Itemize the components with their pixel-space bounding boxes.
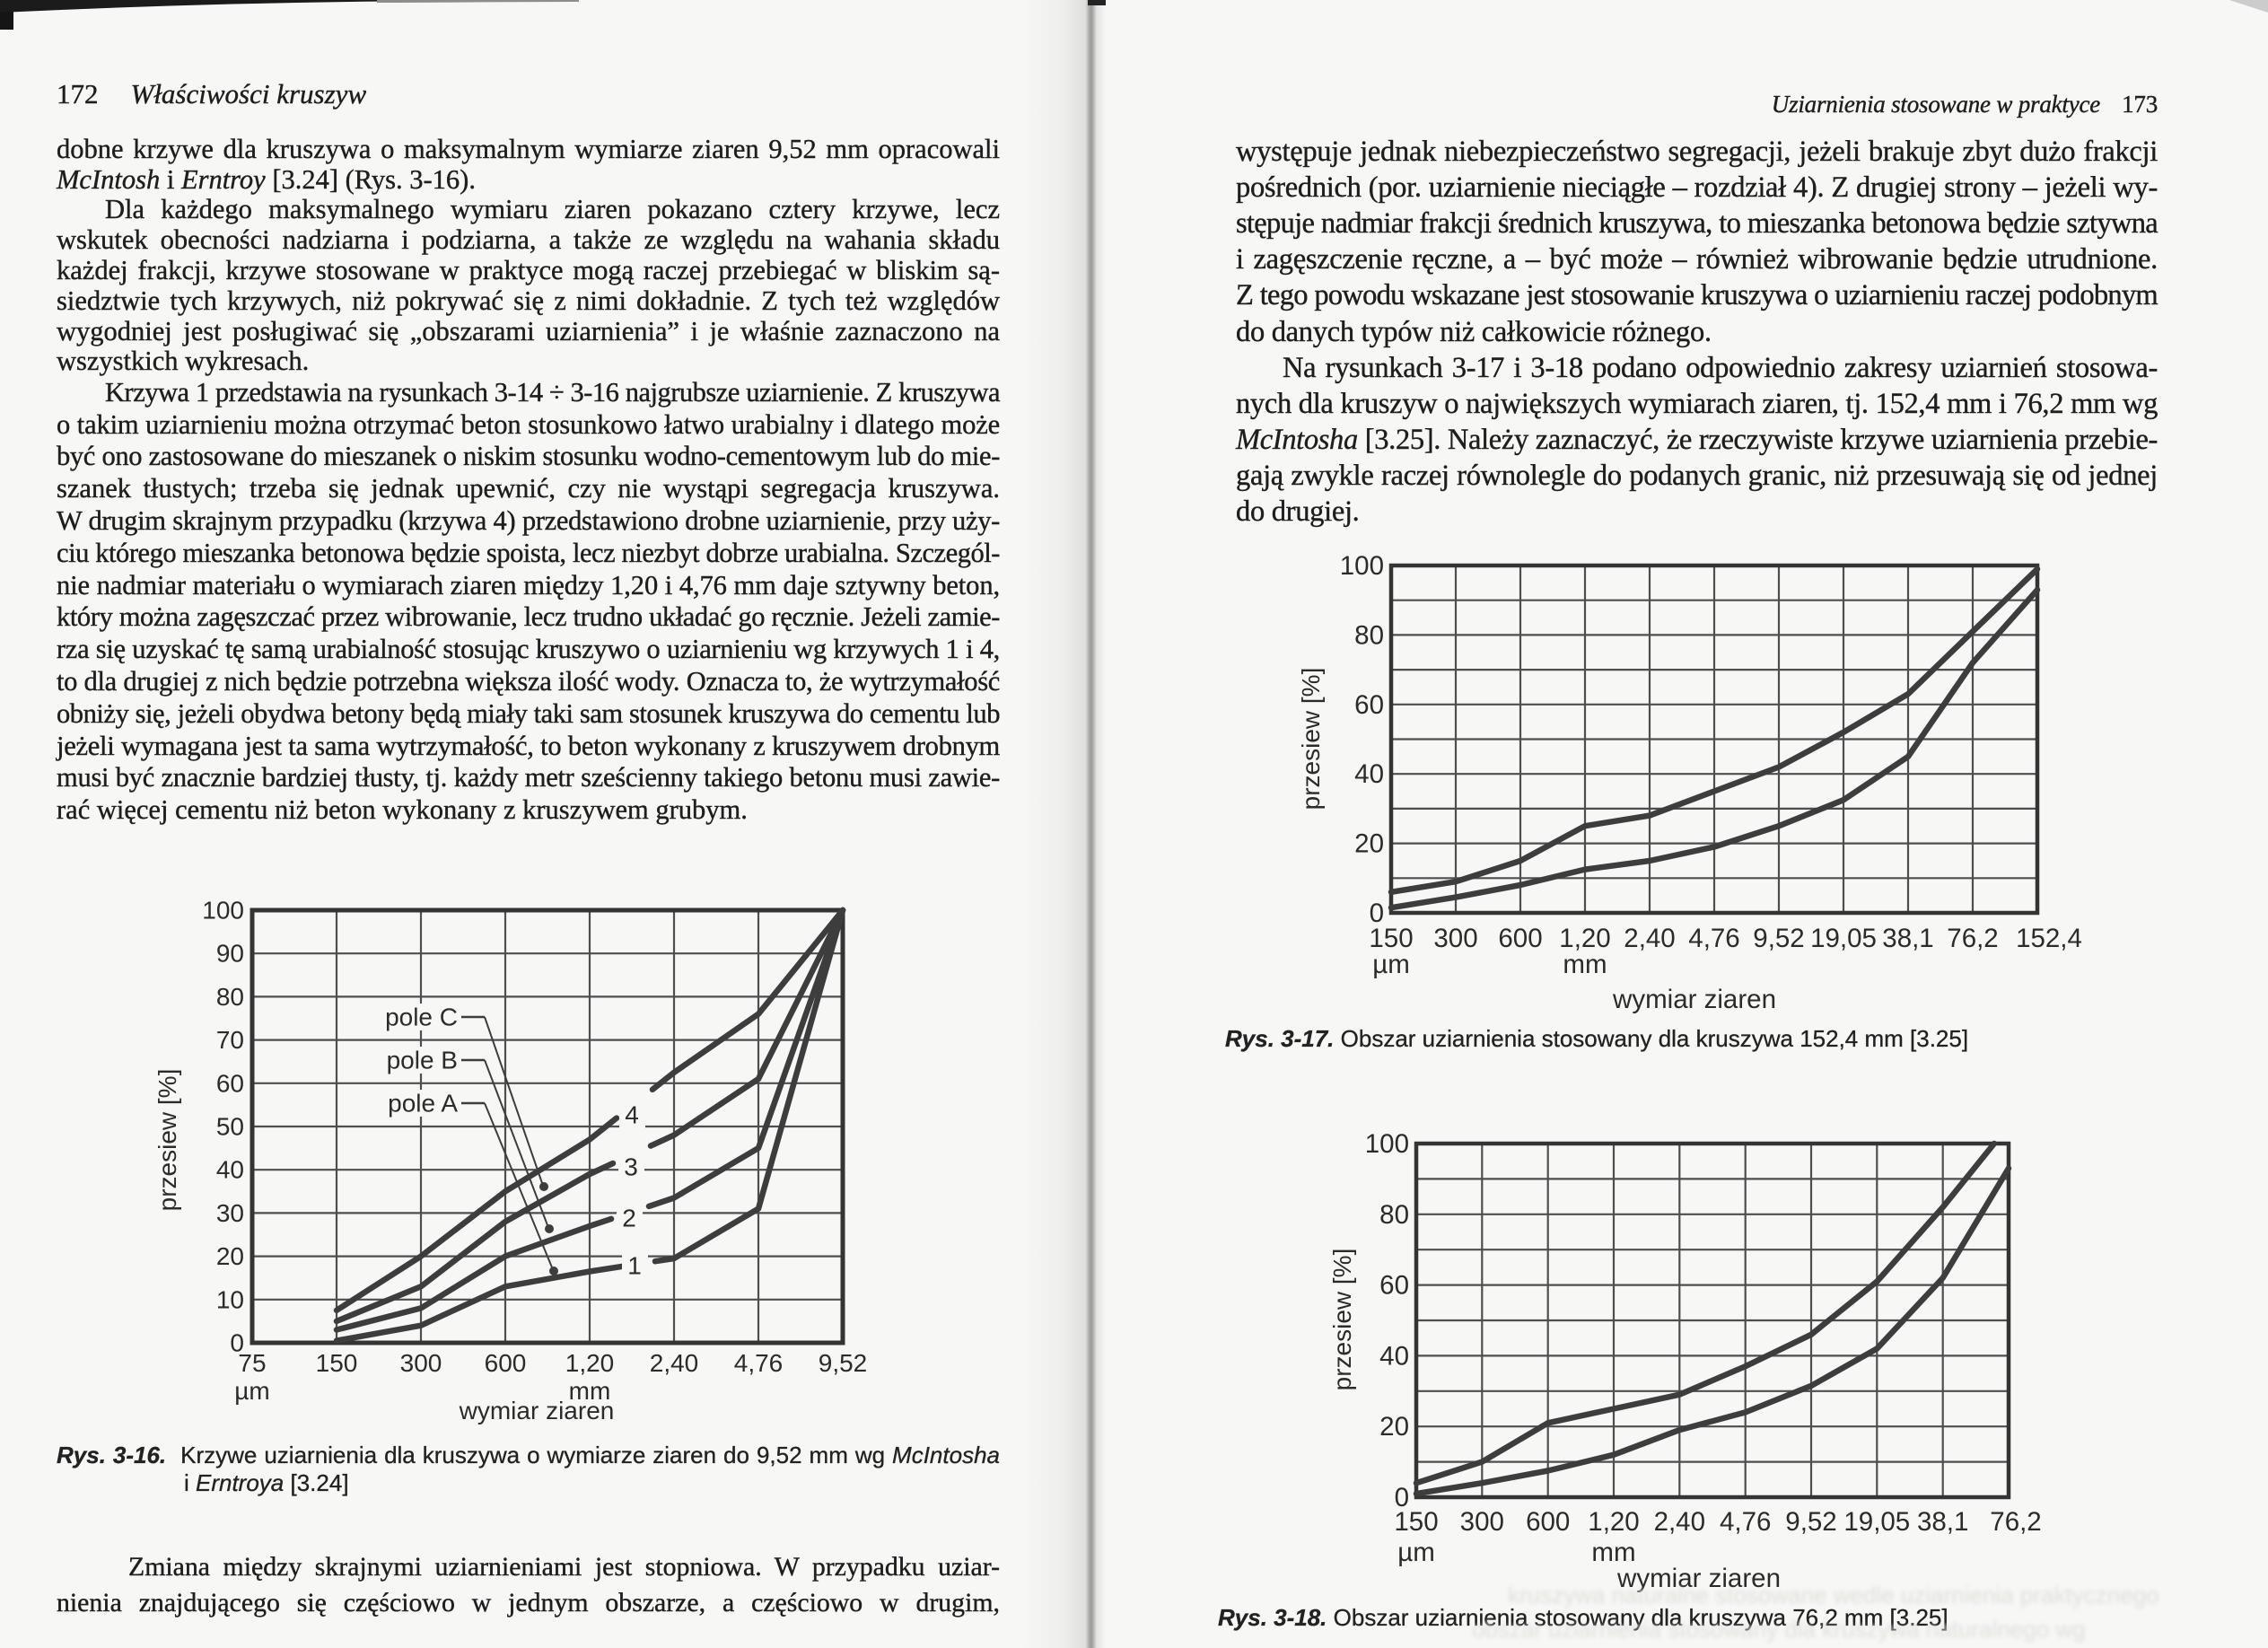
svg-text:38,1: 38,1 bbox=[1917, 1507, 1968, 1537]
svg-text:150: 150 bbox=[1369, 924, 1413, 953]
svg-text:19,05: 19,05 bbox=[1810, 924, 1877, 953]
svg-text:0: 0 bbox=[1370, 899, 1384, 928]
svg-text:300: 300 bbox=[400, 1349, 442, 1377]
svg-text:20: 20 bbox=[1379, 1412, 1409, 1442]
svg-text:9,52: 9,52 bbox=[819, 1349, 868, 1377]
svg-text:20: 20 bbox=[1354, 829, 1384, 859]
svg-text:150: 150 bbox=[1394, 1507, 1438, 1537]
svg-text:2,40: 2,40 bbox=[1654, 1507, 1705, 1537]
svg-text:38,1: 38,1 bbox=[1882, 924, 1933, 953]
svg-text:40: 40 bbox=[1379, 1341, 1409, 1371]
svg-text:60: 60 bbox=[1379, 1271, 1409, 1301]
svg-text:40: 40 bbox=[216, 1156, 244, 1184]
svg-text:300: 300 bbox=[1460, 1507, 1504, 1537]
svg-text:wymiar ziaren: wymiar ziaren bbox=[1616, 1564, 1781, 1593]
svg-text:0: 0 bbox=[230, 1329, 244, 1357]
svg-text:100: 100 bbox=[202, 897, 244, 925]
svg-text:19,05: 19,05 bbox=[1843, 1507, 1910, 1537]
svg-text:600: 600 bbox=[485, 1349, 527, 1377]
svg-text:2,40: 2,40 bbox=[650, 1349, 699, 1377]
svg-text:90: 90 bbox=[216, 940, 244, 968]
svg-text:30: 30 bbox=[216, 1199, 244, 1227]
svg-text:µm: µm bbox=[1397, 1538, 1435, 1567]
svg-text:µm: µm bbox=[1372, 950, 1410, 979]
svg-text:przesiew [%]: przesiew [%] bbox=[153, 1069, 181, 1212]
svg-text:mm: mm bbox=[1591, 1538, 1635, 1567]
svg-text:70: 70 bbox=[216, 1026, 244, 1054]
svg-text:10: 10 bbox=[216, 1285, 244, 1313]
svg-text:przesiew [%]: przesiew [%] bbox=[1328, 1249, 1356, 1391]
svg-text:4: 4 bbox=[625, 1101, 639, 1129]
svg-text:152,4: 152,4 bbox=[2016, 924, 2082, 953]
svg-text:1,20: 1,20 bbox=[565, 1349, 615, 1377]
svg-text:600: 600 bbox=[1498, 924, 1542, 953]
svg-text:80: 80 bbox=[216, 983, 244, 1011]
svg-text:9,52: 9,52 bbox=[1785, 1507, 1836, 1537]
svg-text:300: 300 bbox=[1433, 924, 1477, 953]
svg-text:przesiew [%]: przesiew [%] bbox=[1297, 668, 1325, 811]
svg-text:4,76: 4,76 bbox=[1720, 1507, 1771, 1537]
svg-text:20: 20 bbox=[216, 1242, 244, 1270]
svg-text:wymiar ziaren: wymiar ziaren bbox=[1612, 985, 1776, 1014]
svg-text:76,2: 76,2 bbox=[1947, 924, 1998, 953]
svg-text:100: 100 bbox=[1365, 1129, 1409, 1159]
svg-text:mm: mm bbox=[1563, 950, 1607, 979]
svg-text:pole B: pole B bbox=[387, 1047, 458, 1074]
svg-text:50: 50 bbox=[216, 1113, 244, 1141]
svg-text:600: 600 bbox=[1526, 1507, 1570, 1537]
svg-text:40: 40 bbox=[1354, 759, 1384, 789]
svg-text:76,2: 76,2 bbox=[1990, 1507, 2041, 1537]
svg-text:75: 75 bbox=[238, 1349, 266, 1377]
svg-text:80: 80 bbox=[1379, 1200, 1409, 1230]
svg-text:3: 3 bbox=[624, 1153, 638, 1181]
svg-text:pole A: pole A bbox=[388, 1090, 458, 1118]
svg-text:150: 150 bbox=[316, 1349, 358, 1377]
svg-text:60: 60 bbox=[216, 1069, 244, 1097]
svg-text:1,20: 1,20 bbox=[1588, 1507, 1639, 1537]
svg-text:1: 1 bbox=[627, 1252, 642, 1280]
svg-text:wymiar ziaren: wymiar ziaren bbox=[459, 1397, 615, 1424]
svg-text:4,76: 4,76 bbox=[734, 1349, 784, 1377]
svg-text:60: 60 bbox=[1354, 690, 1384, 720]
svg-text:80: 80 bbox=[1354, 620, 1384, 650]
svg-text:100: 100 bbox=[1340, 551, 1384, 581]
svg-text:pole C: pole C bbox=[385, 1004, 458, 1031]
svg-text:0: 0 bbox=[1395, 1483, 1409, 1512]
svg-text:2: 2 bbox=[622, 1205, 636, 1232]
svg-text:mm: mm bbox=[569, 1377, 611, 1405]
svg-text:9,52: 9,52 bbox=[1753, 924, 1804, 953]
svg-text:µm: µm bbox=[234, 1377, 269, 1405]
svg-text:1,20: 1,20 bbox=[1559, 924, 1610, 953]
svg-text:4,76: 4,76 bbox=[1688, 924, 1739, 953]
svg-text:2,40: 2,40 bbox=[1624, 924, 1675, 953]
